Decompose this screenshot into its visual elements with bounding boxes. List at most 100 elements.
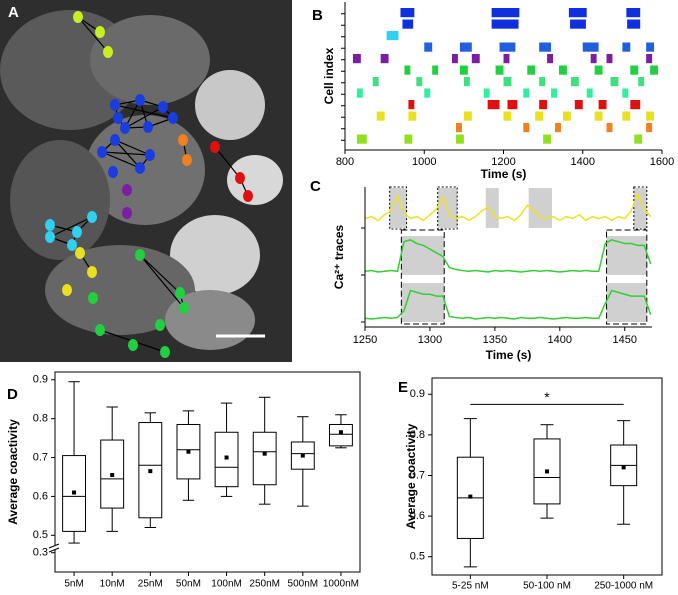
x-axis-label: Time (s) bbox=[486, 348, 532, 362]
cell-node bbox=[45, 219, 55, 231]
y-tick-label: 0.9 bbox=[33, 374, 48, 386]
event bbox=[424, 42, 433, 52]
x-tick-label: 10nM bbox=[100, 579, 125, 590]
cell-node bbox=[243, 190, 253, 202]
event bbox=[551, 88, 557, 98]
cell-node bbox=[143, 121, 153, 133]
event bbox=[463, 77, 470, 87]
y-tick-label: 0.9 bbox=[410, 388, 425, 400]
cell-node bbox=[168, 112, 178, 124]
event-shading bbox=[401, 283, 445, 322]
event bbox=[432, 65, 439, 75]
cell-node bbox=[97, 146, 107, 158]
panel-label: E bbox=[398, 379, 408, 396]
mean bbox=[262, 451, 267, 456]
axis-break bbox=[48, 547, 60, 553]
y-axis-label: Cell index bbox=[322, 47, 336, 104]
trace bbox=[364, 239, 652, 273]
event bbox=[562, 111, 571, 121]
event bbox=[543, 134, 552, 144]
cell-node bbox=[235, 172, 245, 184]
event bbox=[558, 65, 567, 75]
event-shading bbox=[633, 188, 647, 228]
event bbox=[356, 134, 367, 144]
event bbox=[574, 100, 583, 110]
event bbox=[455, 123, 462, 133]
cell-cluster bbox=[90, 15, 210, 105]
event bbox=[622, 111, 631, 121]
cell-node bbox=[95, 324, 105, 336]
cell-node bbox=[67, 239, 77, 251]
event-shading bbox=[606, 283, 647, 322]
event bbox=[610, 77, 619, 87]
event bbox=[400, 8, 415, 18]
x-tick-label: 50-100 nM bbox=[523, 581, 571, 592]
event bbox=[590, 54, 597, 64]
x-tick-label: 50nM bbox=[176, 579, 201, 590]
cell-cluster bbox=[10, 140, 110, 260]
mean bbox=[110, 473, 115, 478]
x-tick-label: 5-25 nM bbox=[452, 581, 489, 592]
trace bbox=[364, 289, 652, 320]
event bbox=[404, 65, 411, 75]
event bbox=[495, 65, 504, 75]
dashed-box bbox=[400, 229, 445, 325]
network-edge bbox=[77, 16, 109, 53]
network-edge bbox=[124, 106, 164, 129]
event bbox=[376, 111, 385, 121]
event bbox=[523, 123, 530, 133]
network-edge bbox=[49, 216, 93, 238]
event bbox=[527, 65, 536, 75]
cell-node bbox=[178, 134, 188, 146]
cell-node bbox=[122, 207, 132, 219]
x-tick-label: 25nM bbox=[138, 579, 163, 590]
y-tick-label: 0.7 bbox=[33, 451, 48, 463]
panel-label: C bbox=[310, 178, 321, 195]
panel-label: B bbox=[312, 7, 323, 24]
event bbox=[380, 54, 389, 64]
y-tick-label: 0.6 bbox=[33, 490, 48, 502]
event bbox=[503, 111, 512, 121]
axis-break bbox=[48, 543, 60, 549]
event bbox=[451, 54, 458, 64]
cell-node bbox=[87, 211, 97, 223]
cell-node bbox=[175, 287, 185, 299]
panel-label: A bbox=[8, 4, 19, 21]
cell-node bbox=[87, 266, 97, 278]
cell-node bbox=[62, 284, 72, 296]
mean bbox=[224, 455, 229, 460]
cell-node bbox=[160, 346, 170, 358]
network-edge bbox=[139, 254, 181, 294]
event bbox=[503, 54, 510, 64]
cell-node bbox=[72, 226, 82, 238]
cell-cluster bbox=[165, 290, 255, 350]
network-edge bbox=[139, 254, 185, 309]
axis-break-gap bbox=[49, 546, 61, 550]
event bbox=[594, 111, 603, 121]
box bbox=[252, 431, 277, 486]
event bbox=[523, 88, 530, 98]
event bbox=[455, 134, 464, 144]
event bbox=[402, 19, 414, 29]
event bbox=[594, 65, 603, 75]
mean bbox=[621, 465, 626, 470]
event bbox=[555, 123, 561, 133]
mean bbox=[148, 469, 153, 474]
x-tick-label: 1000 bbox=[412, 156, 436, 168]
event bbox=[646, 111, 655, 121]
network-edge bbox=[214, 146, 241, 179]
cell-node bbox=[110, 99, 120, 111]
event bbox=[416, 77, 423, 87]
x-tick-label: 1600 bbox=[650, 156, 674, 168]
event bbox=[463, 111, 472, 121]
micrograph bbox=[0, 0, 292, 362]
y-tick-label: 0.7 bbox=[410, 469, 425, 481]
mean bbox=[72, 490, 77, 495]
y-tick-label: 0.8 bbox=[33, 413, 48, 425]
cell-node bbox=[155, 319, 165, 331]
event bbox=[487, 100, 500, 110]
dashed-box bbox=[606, 229, 648, 325]
cell-node bbox=[182, 154, 192, 166]
cell-node bbox=[135, 249, 145, 261]
